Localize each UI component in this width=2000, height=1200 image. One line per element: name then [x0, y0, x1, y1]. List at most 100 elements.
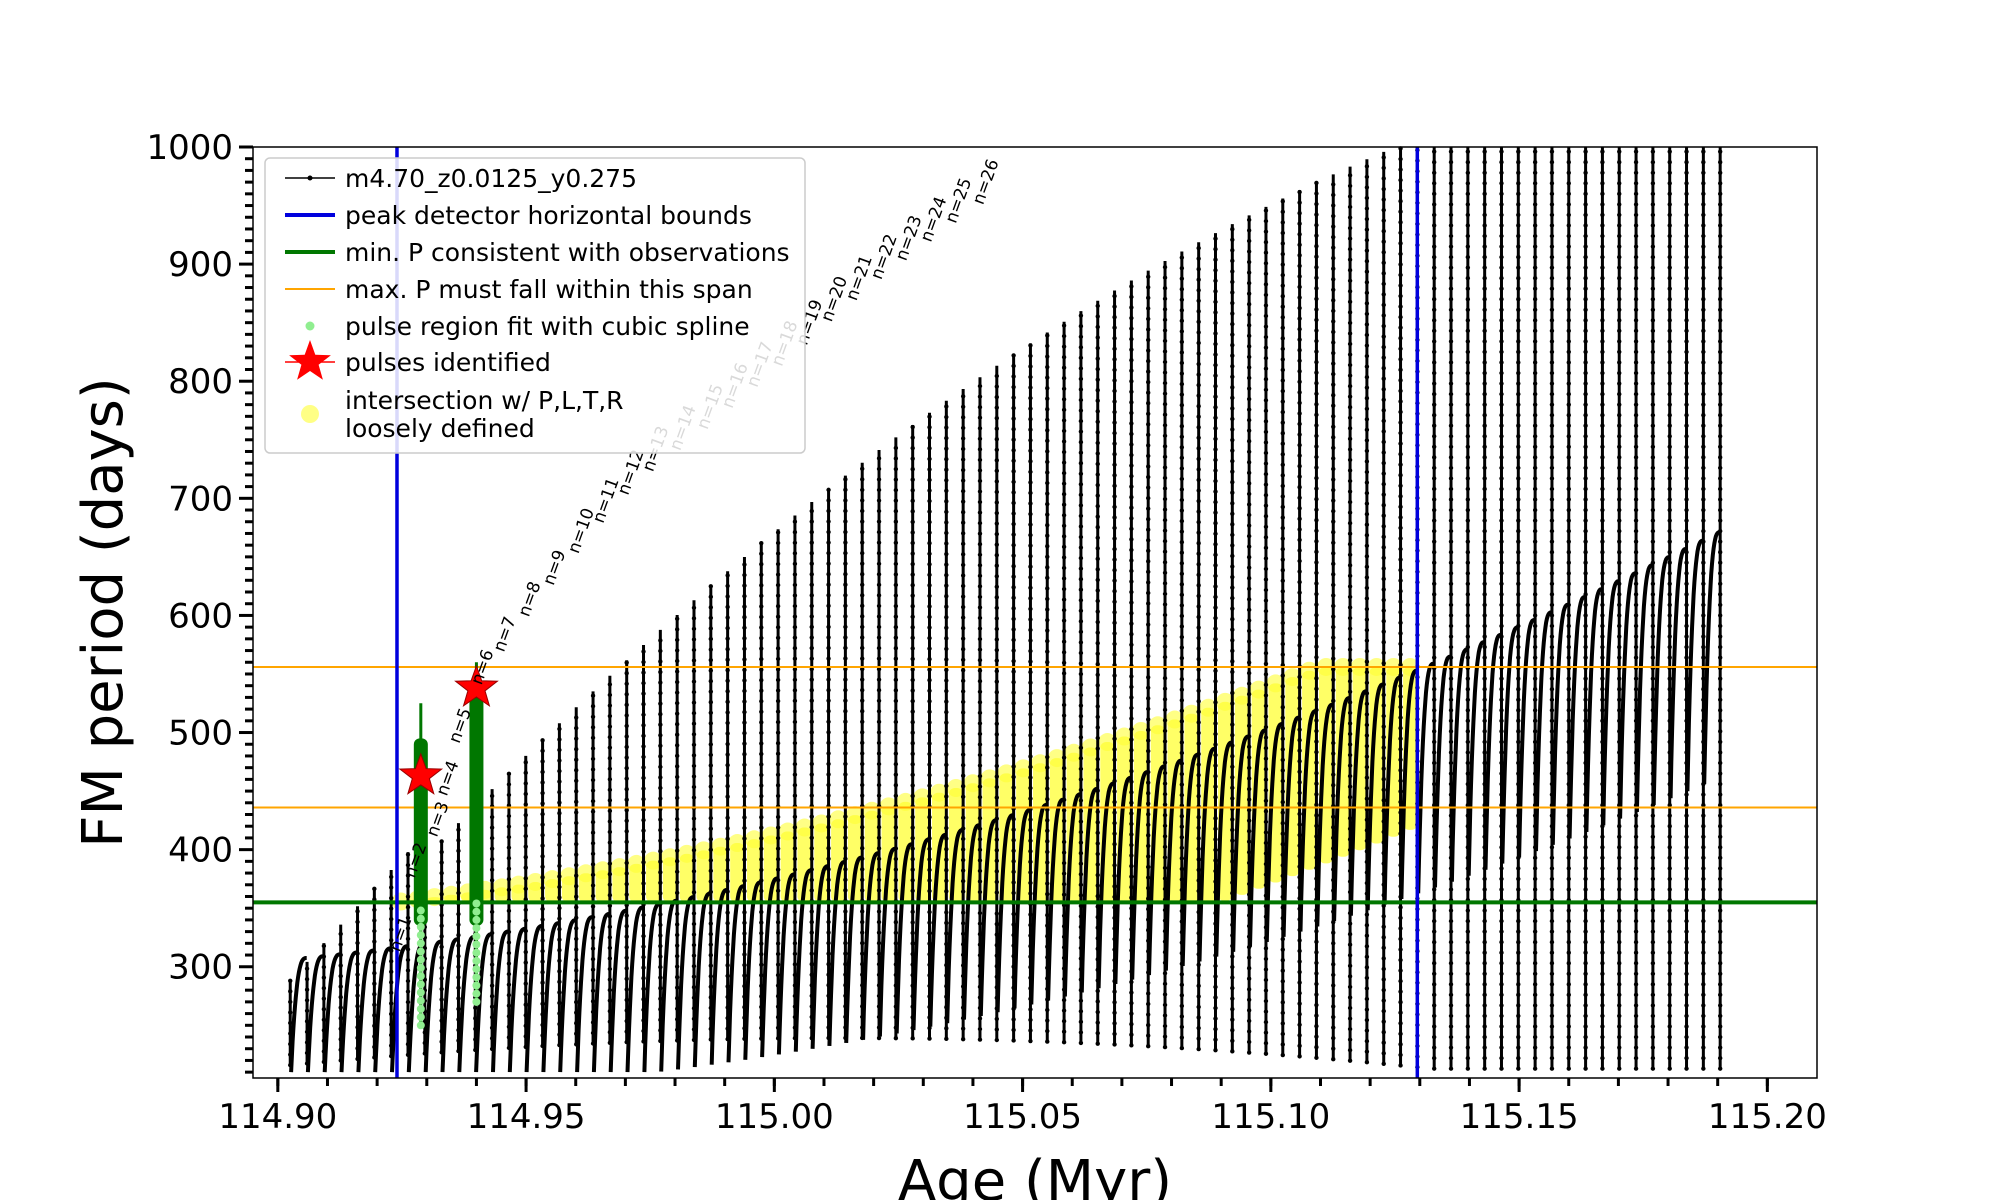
track-point	[674, 700, 680, 706]
track-point	[1617, 244, 1622, 249]
track-point	[1331, 667, 1336, 672]
track-point	[1583, 623, 1588, 629]
track-point	[1600, 718, 1605, 724]
track-point	[1297, 516, 1302, 522]
track-point	[1600, 992, 1605, 998]
track-point	[1431, 634, 1437, 639]
track-point	[1112, 894, 1117, 900]
track-point	[1566, 476, 1571, 481]
track-point	[1633, 982, 1639, 987]
track-point	[1263, 514, 1269, 519]
track-point	[590, 798, 596, 804]
track-point	[1196, 1036, 1201, 1041]
track-point	[1230, 975, 1235, 980]
track-point	[742, 815, 747, 820]
track-point	[977, 542, 983, 547]
track-point	[1263, 703, 1269, 709]
track-point	[708, 594, 714, 600]
track-point	[1499, 212, 1504, 218]
track-point	[960, 657, 966, 662]
track-point	[674, 679, 680, 685]
track-point	[1532, 233, 1538, 239]
track-point	[1482, 1024, 1487, 1029]
track-point	[1011, 585, 1016, 590]
track-point	[1246, 987, 1252, 992]
track-point	[1633, 360, 1639, 365]
track-point	[1129, 368, 1134, 373]
track-point	[826, 645, 831, 651]
track-point	[1465, 560, 1471, 565]
track-point	[1398, 262, 1403, 267]
intersection-marker	[896, 792, 915, 811]
track-point	[1364, 511, 1370, 517]
track-point	[910, 793, 915, 799]
track-point	[1448, 655, 1454, 660]
track-point	[1364, 975, 1370, 981]
track-point	[1364, 448, 1370, 454]
track-point	[1364, 796, 1370, 801]
track-point	[927, 488, 932, 493]
track-point	[910, 856, 915, 862]
track-point	[960, 784, 966, 789]
track-point	[624, 776, 629, 781]
track-point	[1431, 360, 1437, 365]
track-point	[1549, 929, 1555, 934]
track-point	[1045, 491, 1050, 496]
track-point	[1162, 865, 1168, 871]
track-point	[590, 999, 596, 1004]
intersection-marker	[644, 851, 663, 870]
track-point	[1028, 364, 1033, 369]
track-point	[792, 962, 798, 967]
track-point	[1028, 438, 1033, 443]
track-point	[1297, 959, 1302, 964]
track-point	[1448, 286, 1454, 291]
track-point	[489, 983, 495, 988]
track-point	[1381, 376, 1386, 381]
track-point	[944, 709, 949, 715]
track-point	[574, 862, 579, 868]
track-point	[960, 552, 966, 557]
track-point	[1011, 374, 1016, 379]
track-point	[876, 466, 882, 472]
track-point	[893, 519, 899, 524]
track-point	[1465, 455, 1471, 460]
track-point	[1600, 286, 1605, 291]
track-point	[1331, 698, 1336, 704]
track-point	[994, 827, 999, 832]
track-point	[1230, 764, 1235, 769]
track-point	[1146, 812, 1151, 817]
track-point	[1045, 554, 1050, 559]
evolution-track	[288, 146, 1723, 1073]
track-point	[304, 976, 310, 982]
track-point	[1162, 296, 1168, 301]
track-point	[893, 951, 899, 957]
track-point	[1230, 743, 1235, 748]
track-point	[1465, 328, 1471, 334]
track-point	[809, 835, 814, 840]
track-point	[574, 736, 579, 741]
track-point	[927, 941, 932, 946]
track-point	[658, 648, 663, 654]
track-point	[1331, 340, 1336, 345]
interpulse-arc	[978, 818, 997, 1017]
track-point	[574, 873, 579, 878]
track-point	[1331, 361, 1336, 366]
track-point	[977, 837, 983, 842]
track-point	[674, 943, 680, 948]
track-point	[1095, 409, 1100, 414]
track-point	[1583, 676, 1588, 681]
track-point	[944, 404, 949, 409]
track-point	[1129, 790, 1134, 795]
track-point	[960, 847, 966, 852]
track-point	[1162, 855, 1168, 860]
track-point	[1499, 1034, 1504, 1040]
track-point	[1633, 1045, 1639, 1050]
track-point	[927, 456, 932, 462]
track-point	[1095, 662, 1100, 667]
track-point	[1600, 528, 1605, 534]
track-point	[1028, 669, 1033, 675]
track-point	[658, 680, 663, 685]
track-point	[1129, 400, 1134, 405]
track-point	[725, 604, 730, 610]
track-point	[1431, 181, 1437, 186]
